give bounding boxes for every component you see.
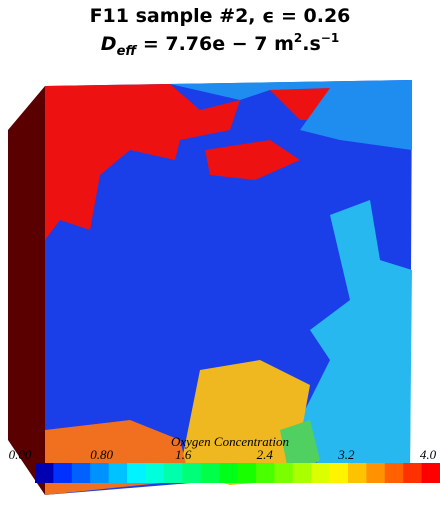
colorbar: 0.00 0.80 1.6 2.4 3.2 4.0	[9, 447, 440, 483]
colorbar-block	[237, 463, 257, 483]
title: F11 sample #2, ϵ = 0.26	[90, 5, 351, 27]
formula-body: = 7.76e − 7 m	[136, 33, 294, 55]
colorbar-block	[108, 463, 128, 483]
colorbar-block	[163, 463, 183, 483]
colorbar-block	[403, 463, 423, 483]
region	[180, 360, 310, 485]
formula-power: 2	[294, 31, 302, 45]
colorbar-block	[53, 463, 73, 483]
colorbar-block	[347, 463, 367, 483]
colorbar-tick-label: 0.00	[9, 447, 32, 462]
colorbar-block	[127, 463, 146, 483]
colorbar-block	[421, 463, 440, 483]
colorbar-title: Oxygen Concentration	[171, 434, 289, 449]
formula-symbol: D	[101, 33, 117, 55]
colorbar-tick-label: 4.0	[420, 447, 437, 462]
formula: Deff = 7.76e − 7 m2.s−1	[101, 31, 339, 59]
colorbar-block	[219, 463, 238, 483]
colorbar-block	[90, 463, 110, 483]
region	[205, 140, 300, 180]
colorbar-block	[274, 463, 294, 483]
colorbar-tick-label: 3.2	[337, 447, 355, 462]
cube	[8, 80, 412, 495]
region	[45, 84, 240, 240]
colorbar-block	[329, 463, 349, 483]
formula-sep: .s	[302, 33, 321, 55]
colorbar-block	[255, 463, 275, 483]
colorbar-tick-label: 1.6	[175, 447, 192, 462]
colorbar-tick-label: 2.4	[257, 447, 274, 462]
colorbar-block	[35, 463, 54, 483]
formula-power: −1	[321, 31, 339, 45]
colorbar-tick-label: 0.80	[90, 447, 113, 462]
colorbar-block	[311, 463, 331, 483]
colorbar-block	[182, 463, 202, 483]
colorbar-block	[384, 463, 404, 483]
cube-left-face	[8, 86, 45, 495]
colorbar-block	[200, 463, 220, 483]
region	[170, 80, 412, 150]
colorbar-block	[366, 463, 386, 483]
colorbar-block	[145, 463, 165, 483]
colorbar-block	[292, 463, 312, 483]
region	[300, 200, 412, 470]
colorbar-block	[71, 463, 91, 483]
formula-subscript: eff	[117, 44, 138, 59]
